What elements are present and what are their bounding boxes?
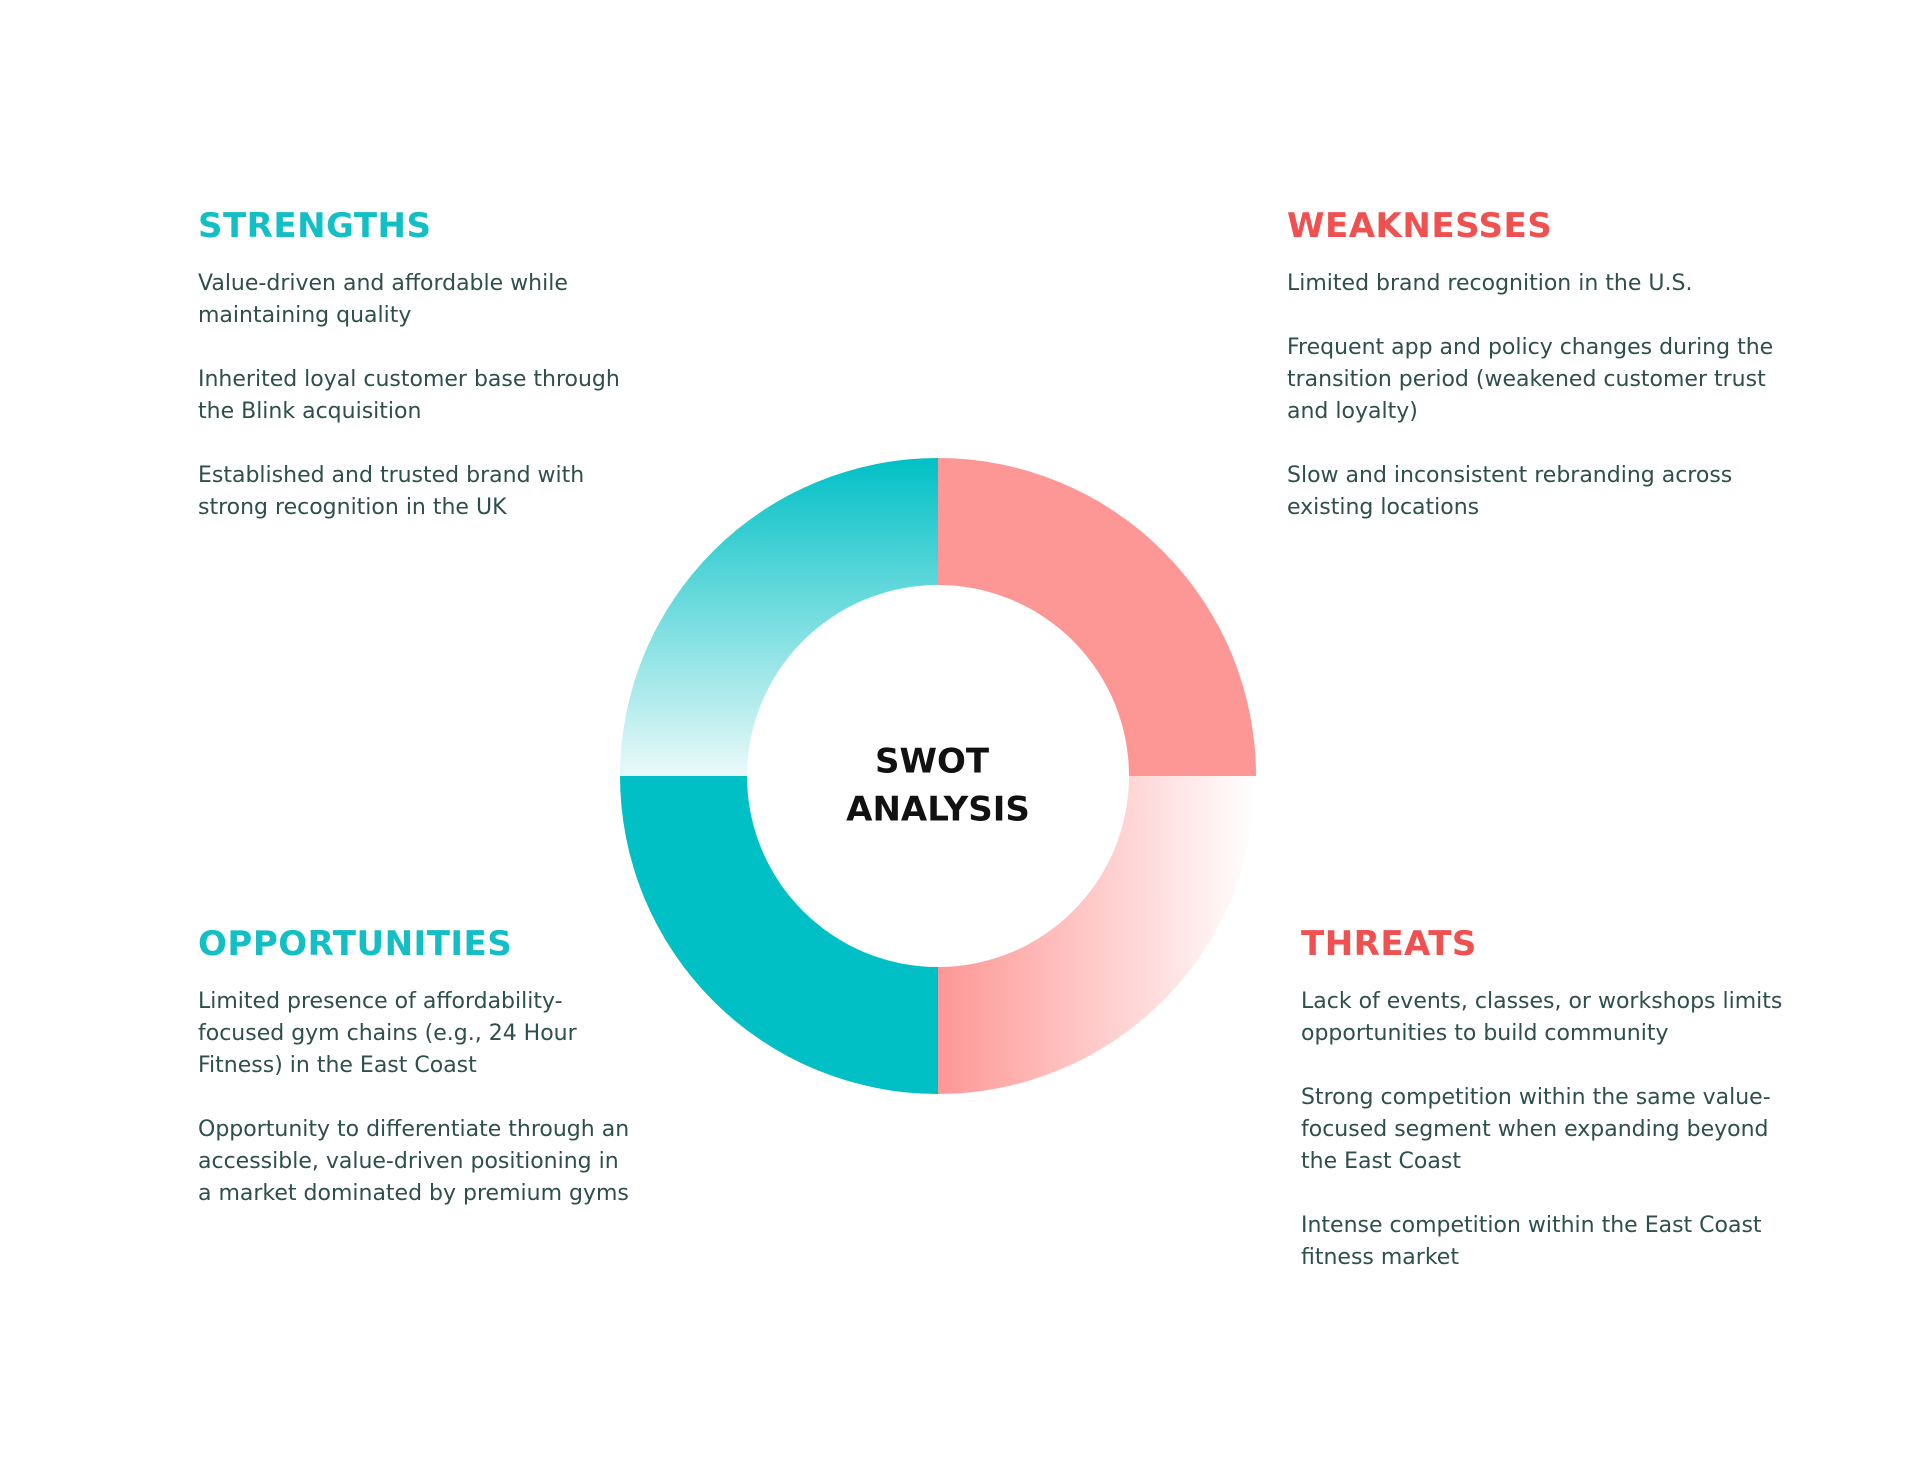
strengths: STRENGTHS Value-driven and affordable whi… xyxy=(198,206,628,556)
weaknesses-segment xyxy=(938,458,1256,776)
quadrant-item: Established and trusted brand with stron… xyxy=(198,463,585,520)
quadrant-item: Limited brand recognition in the U.S. xyxy=(1287,271,1693,296)
quadrant-item: Frequent app and policy changes during t… xyxy=(1287,335,1774,424)
center-title: ANALYSIS xyxy=(846,790,1030,830)
opportunities: OPPORTUNITIES Limited presence of afforda… xyxy=(198,924,638,1242)
strengths-segment xyxy=(620,458,938,776)
quadrant-item: Slow and inconsistent rebranding across … xyxy=(1287,463,1733,520)
quadrant-item: Inherited loyal customer base through th… xyxy=(198,367,620,424)
quadrant-item: Intense competition within the East Coas… xyxy=(1301,1213,1762,1270)
quadrant-item: Limited presence of affordability-focuse… xyxy=(198,989,577,1078)
threats-segment xyxy=(938,776,1256,1094)
quadrant-title: WEAKNESSES xyxy=(1287,206,1553,246)
opportunities-segment xyxy=(620,776,938,1094)
quadrant-item: Strong competition within the same value… xyxy=(1301,1085,1771,1174)
quadrant-title: OPPORTUNITIES xyxy=(198,924,513,964)
quadrant-title: STRENGTHS xyxy=(198,206,432,246)
center-title: SWOT xyxy=(875,742,990,782)
weaknesses: WEAKNESSES Limited brand recognition in t… xyxy=(1287,206,1777,556)
quadrant-item: Value-driven and affordable while mainta… xyxy=(198,271,568,328)
quadrant-item: Lack of events, classes, or workshops li… xyxy=(1301,989,1783,1046)
threats: THREATS Lack of events, classes, or works… xyxy=(1301,924,1791,1306)
quadrant-item: Opportunity to differentiate through an … xyxy=(198,1117,630,1206)
quadrant-title: THREATS xyxy=(1301,924,1477,964)
